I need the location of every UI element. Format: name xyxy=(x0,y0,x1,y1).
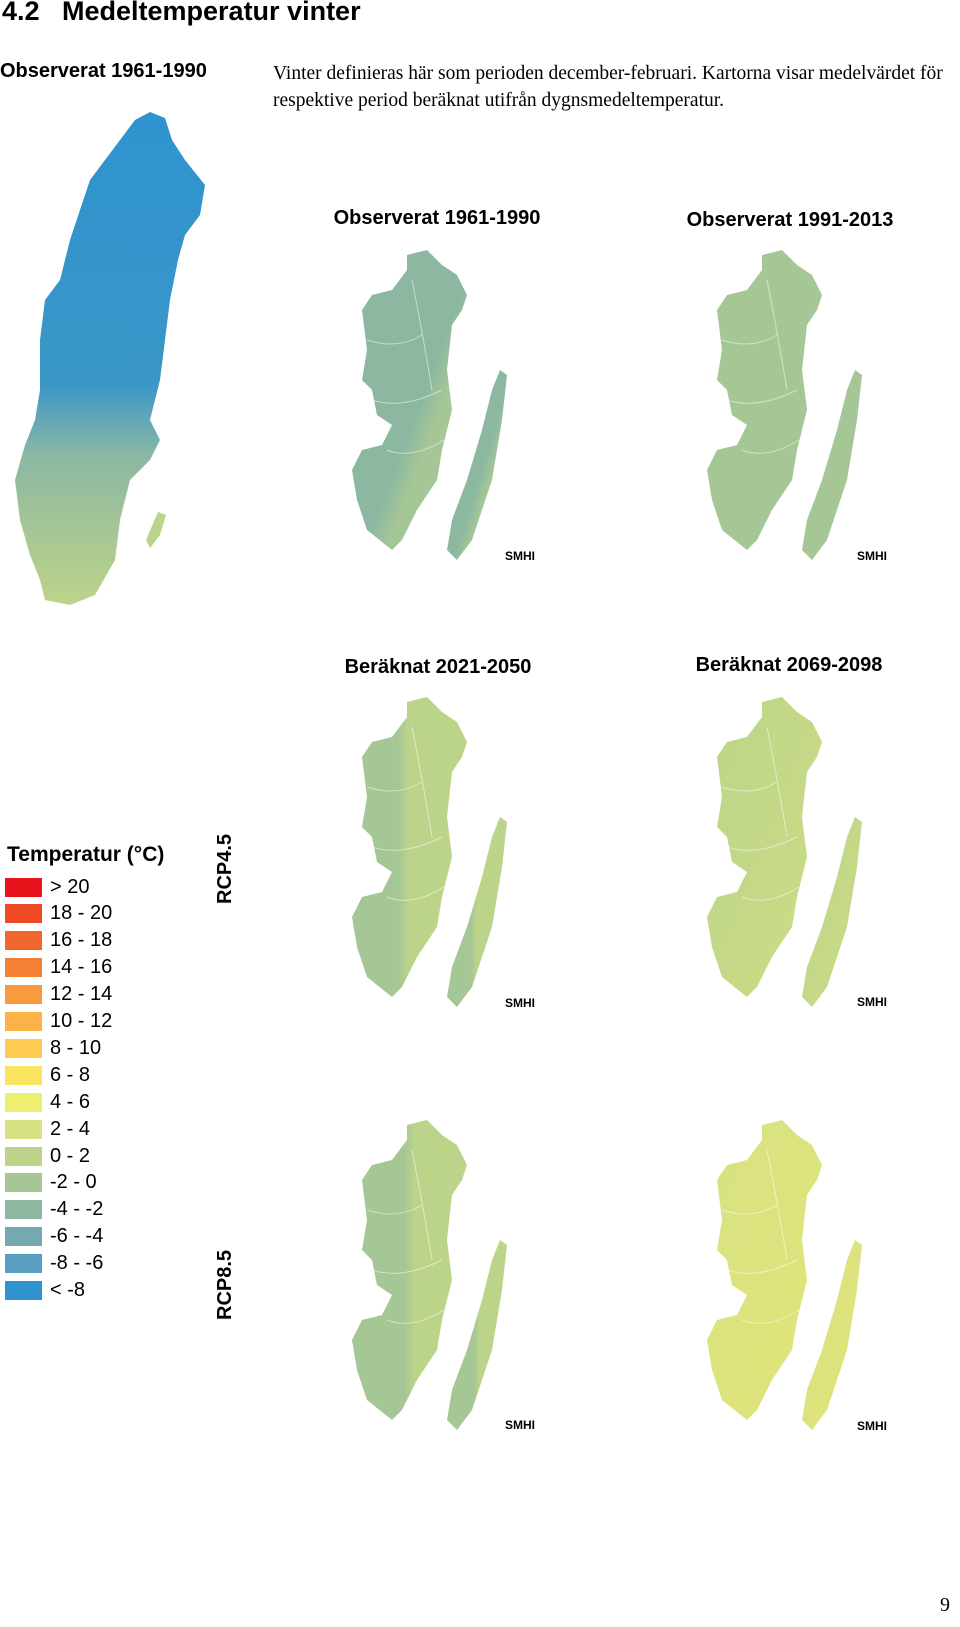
legend-item: < -8 xyxy=(5,1279,86,1301)
legend-label: -8 - -6 xyxy=(50,1252,104,1275)
legend-item: 2 - 4 xyxy=(5,1117,91,1140)
map-rcp45-2069 xyxy=(706,696,863,1008)
map-rcp45-2021 xyxy=(351,696,508,1008)
smhi-logo: SMHI xyxy=(505,549,535,563)
legend-swatch xyxy=(5,931,42,951)
legend-label: 18 - 20 xyxy=(50,902,113,925)
legend-swatch xyxy=(5,1012,42,1031)
legend-label: 10 - 12 xyxy=(50,1010,113,1032)
legend-swatch xyxy=(5,1254,42,1274)
legend-swatch xyxy=(5,904,42,924)
row-label: RCP8.5 xyxy=(214,1249,236,1320)
smhi-logo: SMHI xyxy=(857,549,887,563)
legend-label: 6 - 8 xyxy=(50,1063,91,1086)
column-title: Observerat 1961-1990 xyxy=(333,207,541,229)
legend-label: 16 - 18 xyxy=(50,929,113,952)
legend-swatch xyxy=(5,958,42,978)
legend-label: 2 - 4 xyxy=(50,1117,91,1140)
legend-item: > 20 xyxy=(5,875,90,898)
map-obs-1991 xyxy=(706,249,863,561)
legend-swatch xyxy=(5,1227,42,1247)
section-title: Medeltemperatur vinter xyxy=(62,0,361,26)
legend-label: 4 - 6 xyxy=(50,1090,91,1113)
legend-swatch xyxy=(5,1065,42,1085)
legend-swatch xyxy=(5,1281,42,1300)
gotland xyxy=(146,512,166,548)
legend-swatch xyxy=(5,985,42,1005)
section-number: 4.2 xyxy=(2,0,40,26)
row-label: RCP4.5 xyxy=(214,833,236,904)
legend-item: 10 - 12 xyxy=(5,1010,113,1032)
intro-text: Vinter definieras här som perioden decem… xyxy=(273,63,943,111)
legend-item: 4 - 6 xyxy=(5,1090,91,1113)
legend-item: -8 - -6 xyxy=(5,1252,104,1275)
legend-swatch xyxy=(5,1200,42,1220)
legend-label: -2 - 0 xyxy=(50,1171,97,1194)
legend-swatch xyxy=(5,877,42,897)
legend-label: 0 - 2 xyxy=(50,1144,91,1167)
legend-label: > 20 xyxy=(50,875,90,898)
column-title: Beräknat 2069-2098 xyxy=(695,654,883,676)
smhi-logo: SMHI xyxy=(505,996,535,1010)
smhi-logo: SMHI xyxy=(857,995,887,1009)
column-title: Beräknat 2021-2050 xyxy=(344,656,532,678)
map-obs-1961 xyxy=(351,249,508,561)
smhi-logo: SMHI xyxy=(857,1419,887,1433)
legend-item: 0 - 2 xyxy=(5,1144,91,1167)
map-rcp85-2069 xyxy=(706,1119,863,1431)
legend-label: 14 - 16 xyxy=(50,956,113,979)
page-number: 9 xyxy=(940,1594,950,1616)
legend-swatch xyxy=(5,1173,42,1193)
map-rcp85-2021 xyxy=(351,1119,508,1431)
legend-item: 16 - 18 xyxy=(5,929,113,952)
smhi-logo: SMHI xyxy=(505,1418,535,1432)
map-label: Observerat 1961-1990 xyxy=(0,60,207,82)
legend-item: -2 - 0 xyxy=(5,1171,97,1194)
legend-item: 14 - 16 xyxy=(5,956,113,979)
legend-item: 8 - 10 xyxy=(5,1036,102,1059)
legend-label: -4 - -2 xyxy=(50,1198,104,1221)
legend-swatch xyxy=(5,1092,42,1112)
sweden-map xyxy=(15,112,205,605)
legend-swatch xyxy=(5,1038,42,1058)
legend-item: 6 - 8 xyxy=(5,1063,91,1086)
legend-label: 12 - 14 xyxy=(50,983,113,1006)
legend-item: 18 - 20 xyxy=(5,902,113,925)
legend-title: Temperatur (°C) xyxy=(7,843,165,866)
legend-label: 8 - 10 xyxy=(50,1036,102,1059)
legend-item: -4 - -2 xyxy=(5,1198,104,1221)
legend-swatch xyxy=(5,1146,42,1166)
legend-swatch xyxy=(5,1119,42,1139)
column-title: Observerat 1991-2013 xyxy=(686,209,894,231)
legend-label: < -8 xyxy=(50,1279,86,1301)
legend-item: -6 - -4 xyxy=(5,1225,104,1248)
legend-item: 12 - 14 xyxy=(5,983,113,1006)
legend-label: -6 - -4 xyxy=(50,1225,104,1248)
